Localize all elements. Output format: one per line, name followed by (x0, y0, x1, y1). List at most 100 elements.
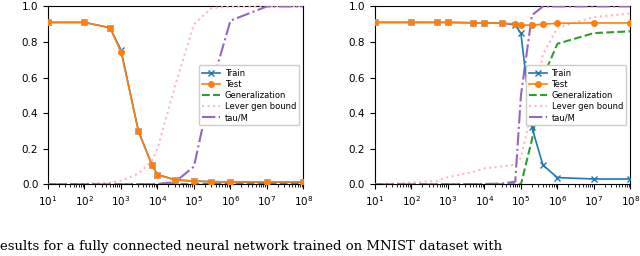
Line: Lever gen bound: Lever gen bound (375, 14, 630, 184)
tau/M (227, 19, 234, 22)
Lever gen bound (539, 53, 547, 56)
Train (590, 177, 598, 180)
Lever gen bound (627, 12, 634, 15)
Train (154, 173, 161, 176)
Generalization (81, 183, 88, 186)
Test (481, 21, 488, 24)
Generalization (408, 183, 415, 186)
tau/M (627, 5, 634, 8)
Lever gen bound (154, 147, 161, 150)
Generalization (371, 183, 379, 186)
Line: tau/M: tau/M (48, 6, 303, 184)
Test (408, 21, 415, 24)
Generalization (554, 42, 561, 45)
Lever gen bound (171, 85, 179, 88)
Lever gen bound (408, 181, 415, 184)
Generalization (171, 183, 179, 186)
Lever gen bound (106, 181, 114, 184)
Test (511, 23, 519, 26)
Generalization (44, 183, 52, 186)
Train (627, 177, 634, 180)
Train (134, 129, 142, 133)
tau/M (511, 180, 519, 183)
tau/M (444, 183, 452, 186)
Train (207, 180, 215, 183)
Generalization (539, 76, 547, 79)
Test (148, 163, 156, 166)
Line: Train: Train (372, 19, 634, 182)
Legend: Train, Test, Generalization, Lever gen bound, tau/M: Train, Test, Generalization, Lever gen b… (199, 65, 300, 125)
Train (371, 21, 379, 24)
Test (154, 173, 161, 176)
Lever gen bound (300, 5, 307, 8)
tau/M (44, 183, 52, 186)
Lever gen bound (44, 183, 52, 186)
Test (81, 21, 88, 24)
Train (539, 164, 547, 167)
tau/M (470, 183, 477, 186)
Train (190, 179, 198, 183)
Line: Test: Test (372, 20, 633, 28)
Generalization (207, 182, 215, 185)
Lever gen bound (554, 26, 561, 29)
Train (117, 48, 125, 51)
Text: esults for a fully connected neural network trained on MNIST dataset with: esults for a fully connected neural netw… (0, 240, 502, 253)
Test (171, 178, 179, 182)
tau/M (171, 181, 179, 184)
Generalization (134, 183, 142, 186)
Test (190, 179, 198, 183)
Train (433, 21, 441, 24)
Lever gen bound (81, 182, 88, 185)
tau/M (106, 183, 114, 186)
Generalization (433, 183, 441, 186)
Train (81, 21, 88, 24)
Train (444, 21, 452, 24)
Generalization (227, 182, 234, 185)
Lever gen bound (498, 165, 506, 168)
Train (300, 180, 307, 184)
Lever gen bound (481, 167, 488, 170)
Test (528, 24, 536, 27)
Generalization (444, 183, 452, 186)
Lever gen bound (444, 176, 452, 179)
Lever gen bound (590, 16, 598, 19)
Train (517, 32, 525, 35)
Train (408, 21, 415, 24)
Generalization (511, 183, 519, 186)
Test (498, 22, 506, 25)
Lever gen bound (433, 179, 441, 182)
tau/M (517, 94, 525, 97)
Generalization (154, 183, 161, 186)
Lever gen bound (371, 183, 379, 186)
Test (627, 22, 634, 25)
Test (470, 21, 477, 24)
tau/M (134, 183, 142, 186)
Test (207, 180, 215, 183)
Train (148, 163, 156, 166)
Line: tau/M: tau/M (375, 6, 630, 184)
Lever gen bound (517, 156, 525, 159)
Train (263, 180, 271, 184)
Generalization (481, 183, 488, 186)
Generalization (627, 30, 634, 33)
Generalization (470, 183, 477, 186)
Lever gen bound (148, 160, 156, 163)
Lever gen bound (134, 172, 142, 175)
tau/M (408, 183, 415, 186)
Test (517, 24, 525, 27)
tau/M (528, 14, 536, 17)
Generalization (263, 182, 271, 185)
Test (590, 22, 598, 25)
Test (554, 22, 561, 25)
Generalization (498, 183, 506, 186)
Generalization (148, 183, 156, 186)
Lever gen bound (207, 7, 215, 10)
Test (134, 129, 142, 133)
tau/M (148, 183, 156, 186)
Generalization (190, 183, 198, 186)
Lever gen bound (190, 23, 198, 26)
tau/M (539, 5, 547, 8)
Train (106, 26, 114, 29)
Test (300, 180, 307, 183)
Lever gen bound (263, 5, 271, 8)
